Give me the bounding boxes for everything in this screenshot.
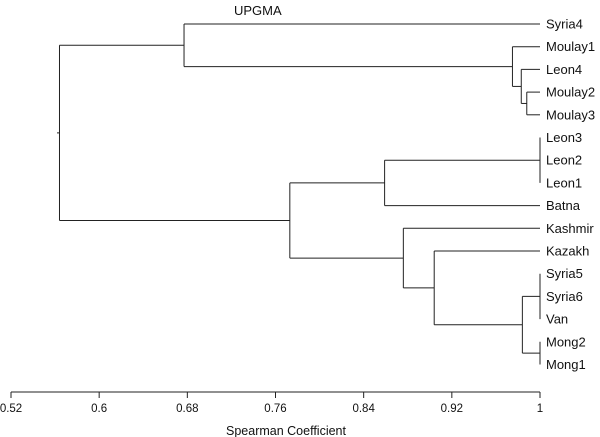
- x-tick-label: 0.84: [352, 403, 375, 415]
- x-tick-label: 0.76: [264, 403, 286, 415]
- dendrogram-branches: [57, 23, 541, 365]
- x-axis-ticks: 0.52 0.6 0.68 0.76 0.84 0.92 1: [0, 392, 543, 415]
- leaf-label: Batna: [546, 198, 581, 213]
- leaf-label: Mong2: [546, 334, 586, 349]
- leaf-label: Syria4: [546, 17, 583, 32]
- x-tick-label: 0.52: [0, 403, 22, 415]
- leaf-label: Moulay1: [546, 39, 595, 54]
- leaf-label: Syria6: [546, 289, 583, 304]
- chart-title: UPGMA: [234, 3, 282, 18]
- leaf-label: Syria5: [546, 266, 583, 281]
- leaf-label: Moulay3: [546, 107, 595, 122]
- x-axis: 0.52 0.6 0.68 0.76 0.84 0.92 1: [0, 391, 543, 415]
- leaf-label: Leon4: [546, 62, 582, 77]
- leaf-label: Leon1: [546, 175, 582, 190]
- leaf-label: Kashmir: [546, 221, 594, 236]
- x-tick-label: 0.92: [441, 403, 463, 415]
- leaf-label: Mong1: [546, 357, 586, 372]
- leaf-label: Moulay2: [546, 85, 595, 100]
- leaf-label: Kazakh: [546, 244, 589, 259]
- x-tick-label: 0.6: [91, 403, 107, 415]
- x-axis-label: Spearman Coefficient: [226, 424, 347, 437]
- x-tick-label: 0.68: [176, 403, 198, 415]
- leaf-label: Van: [546, 312, 568, 327]
- x-tick-label: 1: [537, 403, 543, 415]
- leaf-labels: Syria4 Moulay1 Leon4 Moulay2 Moulay3 Leon3 Leo…: [546, 17, 595, 373]
- leaf-label: Leon3: [546, 130, 582, 145]
- leaf-label: Leon2: [546, 153, 582, 168]
